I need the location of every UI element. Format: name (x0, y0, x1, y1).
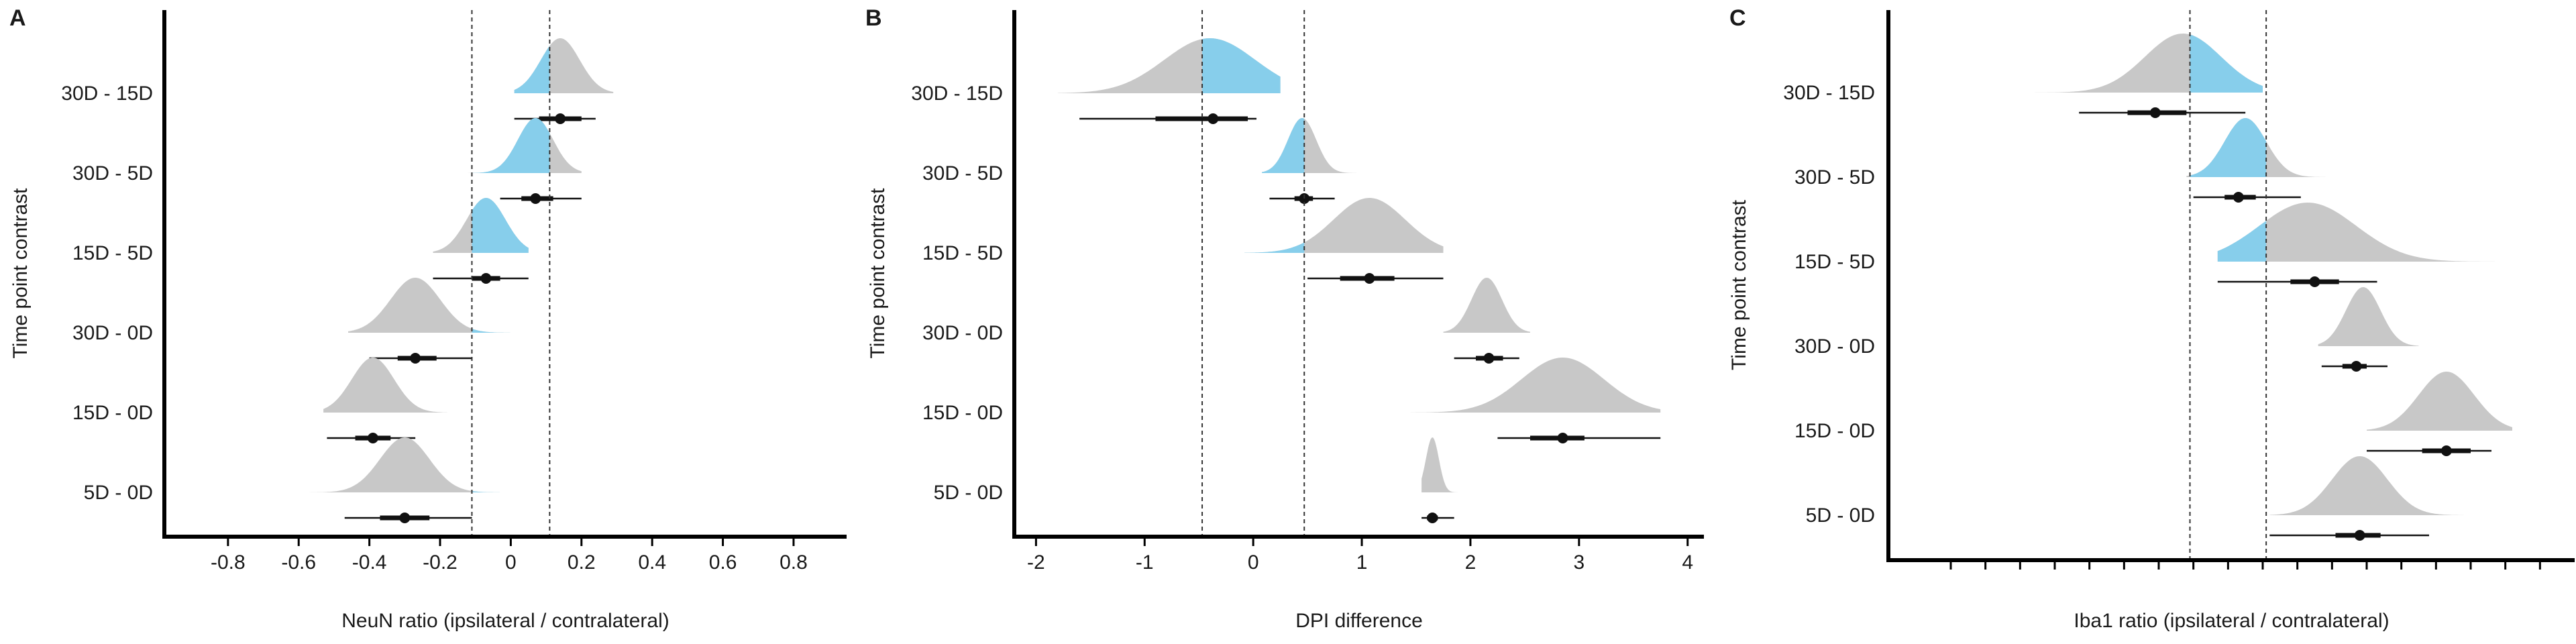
y-tick-label: 30D - 0D (72, 322, 153, 344)
x-tick-label: -0.2 (423, 551, 458, 574)
y-axis-label: Time point contrast (1728, 199, 1750, 370)
x-tick-label: 1 (1356, 551, 1368, 574)
y-tick-label: 15D - 5D (922, 242, 1003, 264)
point-estimate (1483, 353, 1495, 364)
posterior-density-rope (472, 329, 511, 333)
y-tick-label: 15D - 5D (1794, 251, 1875, 273)
panel-c: C 30D - 15D 30D - 5D 15D - 5D 30D - 0D 15D - … (1728, 5, 2575, 632)
posterior-density-rope (1244, 242, 1305, 253)
x-tick-label: 0.6 (709, 551, 737, 574)
point-estimate (2351, 361, 2362, 372)
panel-letter: A (9, 5, 26, 31)
posterior-density (2269, 456, 2464, 515)
point-estimate (1557, 433, 1568, 443)
x-tick-label: 3 (1573, 551, 1585, 574)
x-axis-label: NeuN ratio (ipsilateral / contralateral) (341, 610, 669, 632)
point-estimate (399, 513, 411, 523)
posterior-density (305, 437, 511, 492)
x-axis-label: Iba1 ratio (ipsilateral / contralateral) (2074, 610, 2389, 632)
posterior-density-rope (472, 118, 550, 173)
posterior-density (348, 278, 511, 333)
point-estimate (1364, 273, 1375, 284)
posterior-density-rope (472, 198, 529, 253)
x-tick-label: -0.8 (211, 551, 246, 574)
posterior-density-rope (1262, 118, 1305, 173)
panel-letter: C (1729, 5, 1746, 31)
y-tick-label: 5D - 0D (1806, 504, 1875, 527)
posterior-density-rope (2190, 118, 2267, 177)
point-estimate (480, 273, 492, 284)
point-estimate (1427, 513, 1438, 523)
posterior-density (1410, 358, 1661, 413)
point-estimate (1208, 113, 1219, 124)
x-tick-label: 0 (1248, 551, 1259, 574)
x-tick-label: -0.6 (281, 551, 316, 574)
x-tick-label: -0.4 (352, 551, 387, 574)
x-tick-label: 0.4 (638, 551, 666, 574)
y-tick-label: 30D - 5D (72, 162, 153, 184)
y-tick-label: 30D - 0D (922, 322, 1003, 344)
panel-letter: B (865, 5, 882, 31)
y-axis-label: Time point contrast (867, 188, 889, 359)
y-tick-label: 30D - 15D (61, 83, 153, 105)
point-estimate (2149, 107, 2161, 118)
y-tick-label: 15D - 0D (922, 402, 1003, 424)
x-tick-label: 0 (505, 551, 517, 574)
y-tick-label: 30D - 15D (1783, 82, 1875, 104)
point-estimate (2440, 445, 2452, 456)
posterior-density-rope (514, 46, 550, 93)
posterior-density (1421, 437, 1493, 492)
point-estimate (2354, 530, 2365, 541)
y-axis-label: Time point contrast (9, 188, 32, 359)
posterior-density (2318, 287, 2419, 346)
y-tick-label: 15D - 5D (72, 242, 153, 264)
posterior-density-rope (1202, 38, 1281, 93)
panel-a: A 30D - 15D 30D - 5D 15D - 5D 30D - 0D 15D - … (9, 5, 847, 632)
posterior-density (1244, 198, 1444, 253)
y-tick-label: 15D - 0D (72, 402, 153, 424)
y-tick-label: 30D - 5D (1794, 166, 1875, 189)
x-tick-label: 2 (1465, 551, 1477, 574)
posterior-density (1443, 278, 1530, 333)
x-axis-label: DPI difference (1295, 610, 1423, 632)
x-tick-label: 0.8 (780, 551, 808, 574)
y-tick-label: 5D - 0D (84, 482, 153, 504)
x-tick-label: -1 (1136, 551, 1154, 574)
y-tick-label: 15D - 0D (1794, 420, 1875, 442)
x-tick-label: -2 (1027, 551, 1045, 574)
y-tick-label: 30D - 0D (1794, 335, 1875, 358)
posterior-density (2367, 372, 2512, 431)
posterior-density (323, 358, 447, 413)
x-tick-label: 0.2 (568, 551, 596, 574)
y-tick-label: 30D - 15D (911, 83, 1003, 105)
posterior-density-rope (2190, 34, 2263, 93)
point-estimate (367, 433, 378, 443)
point-estimate (2233, 192, 2244, 203)
point-estimate (410, 353, 421, 364)
x-tick-label: 4 (1682, 551, 1693, 574)
point-estimate (555, 113, 566, 124)
y-tick-label: 30D - 5D (922, 162, 1003, 184)
point-estimate (530, 193, 541, 204)
point-estimate (2309, 276, 2320, 287)
posterior-density-rope (2217, 221, 2267, 262)
posterior-density-rope (472, 490, 511, 492)
y-tick-label: 5D - 0D (934, 482, 1003, 504)
posterior-density (2217, 203, 2496, 262)
